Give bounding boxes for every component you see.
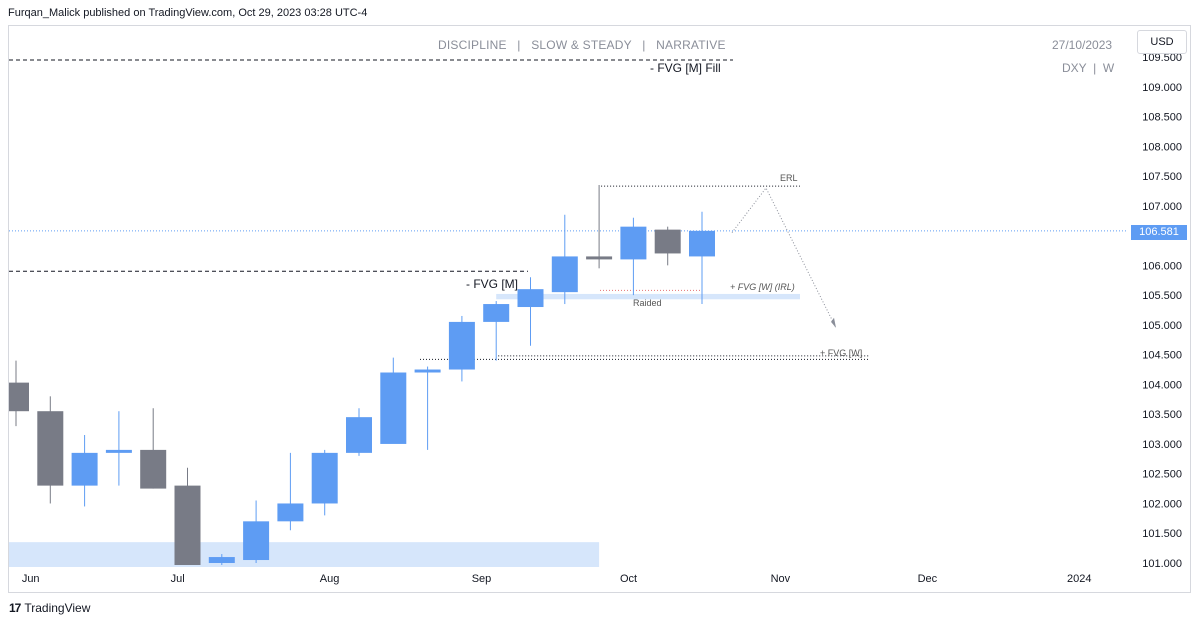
x-tick-label: Jun [22,573,40,585]
y-tick-label: 101.500 [1142,528,1182,540]
x-tick-label: Oct [620,573,637,585]
y-tick-label: 103.500 [1142,409,1182,421]
candle-body[interactable] [551,256,578,293]
x-tick-label: Nov [771,573,791,585]
candle-body[interactable] [346,417,372,453]
candle-body[interactable] [105,449,132,453]
y-tick-label: 108.500 [1142,112,1182,124]
currency-button[interactable]: USD [1137,30,1187,54]
candle-body[interactable] [448,321,475,370]
chart-frame [8,25,1191,593]
candle-body[interactable] [3,382,29,412]
y-tick-label: 102.500 [1142,469,1182,481]
candle-body[interactable] [654,229,681,254]
candle-body[interactable] [174,485,201,566]
fvg-w-irl-zone [496,293,800,300]
erl-label: ERL [780,173,798,183]
chart-symbol: DXY | W [1062,61,1115,75]
demand-zone [9,542,600,567]
chart-date: 27/10/2023 [1052,38,1113,52]
x-tick-label: Aug [320,573,340,585]
candle-body[interactable] [380,372,407,444]
y-tick-label: 108.000 [1142,141,1182,153]
candle-body[interactable] [517,289,544,308]
x-tick-label: Jul [171,573,185,585]
y-tick-label: 109.000 [1142,82,1182,94]
raided-label: Raided [633,298,662,308]
tradingview-logo[interactable]: 17 TradingView [9,601,90,615]
candle-body[interactable] [243,521,270,561]
tradingview-logo-icon: 17 [9,601,21,615]
fvg-m-fill-label: - FVG [M] Fill [650,61,721,75]
chart-title: DISCIPLINE | SLOW & STEADY | NARRATIVE [438,38,726,52]
y-tick-label: 107.500 [1142,171,1182,183]
projection-path [731,187,837,329]
fvg-w-irl-label: + FVG [W] (IRL) [730,282,795,292]
y-tick-label: 105.000 [1142,320,1182,332]
y-tick-label: 107.000 [1142,201,1182,213]
candle-body[interactable] [311,452,338,504]
candle-body[interactable] [277,503,304,522]
tradingview-brand: TradingView [24,601,91,615]
candle-body[interactable] [71,452,98,486]
publisher-line: Furqan_Malick published on TradingView.c… [8,7,368,19]
candle-body[interactable] [414,369,441,373]
candle-body[interactable] [620,226,647,260]
x-tick-label: Sep [472,573,492,585]
x-tick-label: 2024 [1067,573,1091,585]
y-tick-label: 104.500 [1142,350,1182,362]
y-tick-label: 109.500 [1142,52,1182,64]
last-price-label: 106.581 [1131,225,1187,240]
y-tick-label: 105.500 [1142,290,1182,302]
fvg-m-label: - FVG [M] [466,277,518,291]
candle-body[interactable] [140,449,167,489]
fvg-w-label: + FVG [W] [820,348,862,358]
candle-body[interactable] [483,304,510,322]
candle-body[interactable] [37,411,64,486]
y-tick-label: 102.000 [1142,498,1182,510]
y-tick-label: 101.000 [1142,558,1182,570]
x-tick-label: Dec [918,573,938,585]
candles-group [3,184,715,566]
candle-body[interactable] [689,230,715,257]
y-tick-label: 103.000 [1142,439,1182,451]
projection-arrowhead [831,317,836,328]
y-tick-label: 106.000 [1142,260,1182,272]
y-tick-label: 104.000 [1142,379,1182,391]
candle-body[interactable] [208,557,235,563]
candle-body[interactable] [586,256,613,260]
